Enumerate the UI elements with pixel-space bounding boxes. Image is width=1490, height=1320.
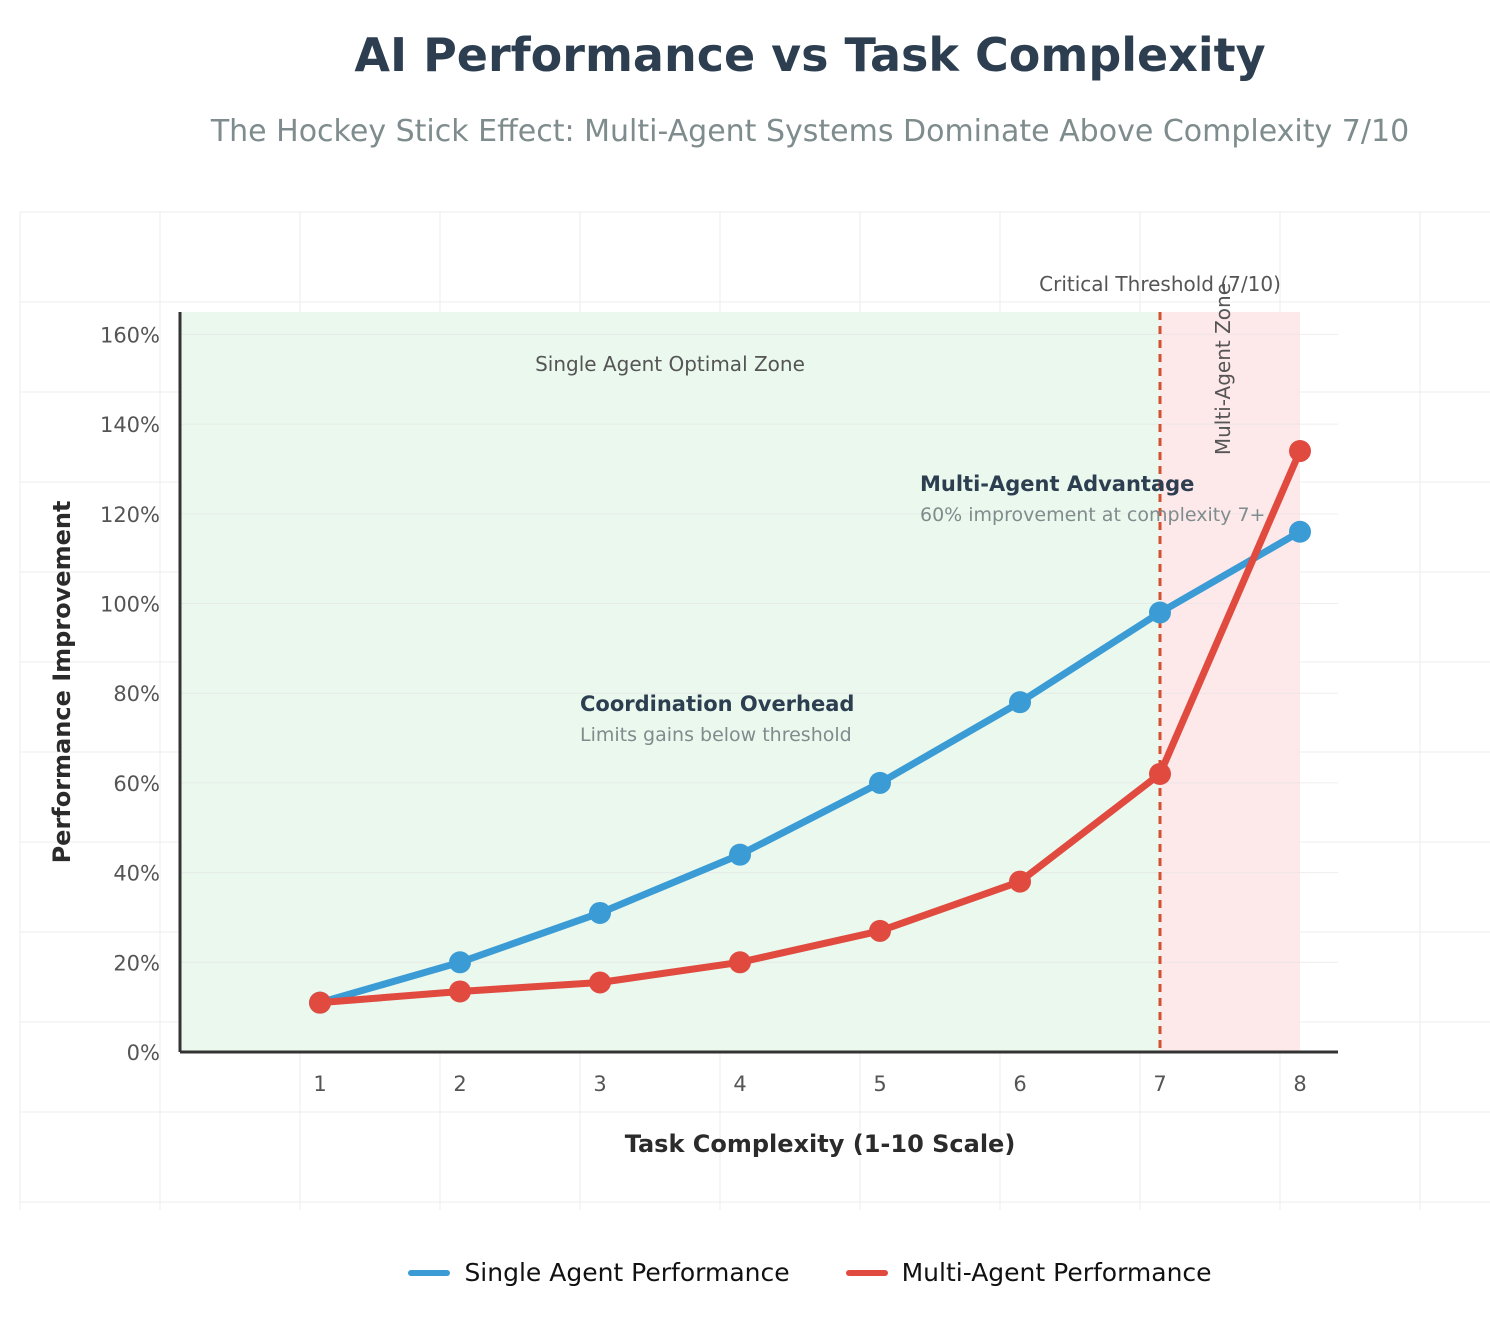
data-point-single (1009, 691, 1031, 714)
data-point-multi (869, 919, 891, 942)
data-point-multi (449, 980, 471, 1003)
series-line-multi (316, 447, 1304, 1007)
data-point-multi (589, 971, 611, 994)
data-point-single (1149, 601, 1171, 624)
data-point-single (729, 843, 751, 866)
y-tick-label: 100% (100, 593, 160, 617)
y-tick-label: 80% (113, 682, 160, 706)
x-tick-label: 8 (1293, 1072, 1306, 1096)
y-tick-label: 40% (113, 862, 160, 886)
chart-subtitle: The Hockey Stick Effect: Multi-Agent Sys… (210, 114, 1410, 149)
data-point-single (449, 951, 471, 974)
y-tick-label: 60% (113, 772, 160, 796)
y-tick-label: 0% (127, 1041, 160, 1065)
y-tick-label: 120% (100, 503, 160, 527)
data-point-multi (309, 991, 331, 1014)
y-tick-label: 140% (100, 413, 160, 437)
tick-labels: 0% 20% 40% 60% 80% 100% 120% 140% 160% 1 2 3 4 5 6 7 8 (100, 323, 1307, 1096)
legend-swatch-single (408, 1269, 451, 1276)
annotations: Coordination Overhead Limits gains below … (580, 472, 1265, 746)
legend-item-single[interactable]: Single Agent Performance (408, 1258, 790, 1287)
legend-label-single: Single Agent Performance (464, 1258, 790, 1287)
x-tick-label: 4 (733, 1072, 746, 1096)
legend: Single Agent Performance Multi-Agent Per… (0, 1258, 1490, 1287)
annotation-coordination-title: Coordination Overhead (580, 692, 854, 716)
x-tick-label: 1 (313, 1072, 326, 1096)
data-point-single (869, 771, 891, 794)
single-agent-zone (180, 312, 1160, 1052)
multi-zone-label: Multi-Agent Zone (1211, 283, 1235, 455)
axes: Task Complexity (1-10 Scale) Performance … (48, 312, 1338, 1158)
chart-title: AI Performance vs Task Complexity (354, 28, 1266, 82)
x-tick-label: 7 (1153, 1072, 1166, 1096)
annotation-coordination-text: Limits gains below threshold (580, 724, 852, 746)
zones: Single Agent Optimal Zone Multi-Agent Zon… (180, 283, 1300, 1052)
threshold: Critical Threshold (7/10) (1039, 272, 1281, 1052)
x-tick-label: 2 (453, 1072, 466, 1096)
data-point-multi (1149, 762, 1171, 785)
multi-agent-zone (1160, 312, 1300, 1052)
x-tick-label: 6 (1013, 1072, 1026, 1096)
data-point-multi (729, 951, 751, 974)
data-point-multi (1009, 870, 1031, 893)
annotation-advantage-text: 60% improvement at complexity 7+ (920, 504, 1265, 526)
data-point-single (589, 901, 611, 924)
threshold-label: Critical Threshold (7/10) (1039, 272, 1281, 296)
x-tick-label: 3 (593, 1072, 606, 1096)
annotation-advantage-title: Multi-Agent Advantage (920, 472, 1194, 496)
series-line-single (316, 528, 1304, 1007)
x-axis-label: Task Complexity (1-10 Scale) (625, 1130, 1016, 1158)
data-point-single (1289, 520, 1311, 543)
x-tick-label: 5 (873, 1072, 886, 1096)
legend-swatch-multi (845, 1269, 888, 1276)
legend-item-multi[interactable]: Multi-Agent Performance (845, 1258, 1212, 1287)
data-point-multi (1289, 440, 1311, 463)
y-axis-label: Performance Improvement (48, 501, 76, 864)
y-tick-label: 160% (100, 323, 160, 347)
single-zone-label: Single Agent Optimal Zone (535, 352, 805, 376)
y-tick-label: 20% (113, 951, 160, 975)
legend-label-multi: Multi-Agent Performance (901, 1258, 1212, 1287)
series (309, 440, 1311, 1014)
